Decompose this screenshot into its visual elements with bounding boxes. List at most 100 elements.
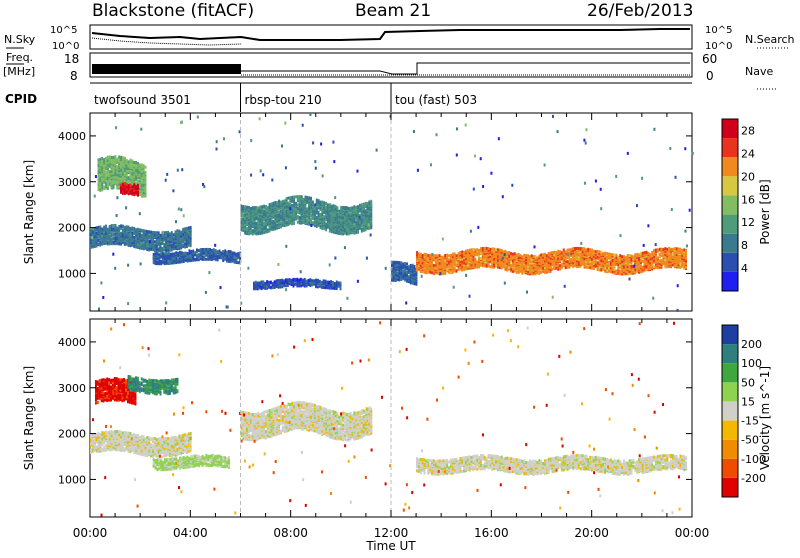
power-echo-cell bbox=[353, 224, 355, 227]
power-echo-cell bbox=[204, 255, 206, 258]
power-echo-cell bbox=[211, 249, 213, 252]
power-echo-cell bbox=[130, 184, 132, 187]
power-echo-cell bbox=[226, 251, 228, 254]
freq-label-top: Freq. bbox=[6, 51, 33, 64]
power-echo-cell bbox=[297, 203, 299, 206]
power-echo-cell bbox=[175, 251, 177, 254]
power-echo-cell bbox=[111, 224, 113, 227]
power-echo-cell bbox=[516, 253, 518, 256]
power-echo-cell bbox=[527, 254, 529, 257]
power-echo-cell bbox=[510, 264, 512, 267]
power-echo-cell bbox=[497, 248, 499, 251]
power-echo-cell bbox=[344, 206, 346, 209]
power-echo-cell bbox=[338, 210, 340, 213]
power-echo-cell bbox=[459, 251, 461, 254]
power-echo-cell bbox=[248, 206, 250, 209]
power-echo-cell bbox=[124, 173, 126, 176]
power-echo-cell bbox=[265, 218, 267, 221]
power-echo-cell bbox=[131, 159, 133, 162]
nave-tick-low: 0 bbox=[706, 69, 714, 83]
power-echo-cell bbox=[278, 210, 280, 213]
power-echo-cell bbox=[213, 248, 215, 251]
power-echo-cell bbox=[486, 263, 488, 266]
power-echo-cell bbox=[177, 229, 179, 232]
power-echo-cell bbox=[282, 200, 284, 203]
power-echo-cell bbox=[141, 163, 143, 166]
power-echo-cell bbox=[306, 219, 308, 222]
power-echo-cell bbox=[326, 281, 328, 284]
nsky-label: N.Sky bbox=[4, 33, 36, 46]
power-echo-cell bbox=[540, 271, 542, 274]
power-echo-cell bbox=[544, 253, 546, 256]
power-echo-cell bbox=[105, 171, 107, 174]
power-echo-cell bbox=[340, 206, 342, 209]
power-echo-cell bbox=[397, 272, 399, 275]
power-echo-cell bbox=[306, 196, 308, 199]
power-echo-cell bbox=[318, 211, 320, 214]
nsky-tick-low: 10^0 bbox=[52, 41, 79, 52]
power-echo-cell bbox=[299, 216, 301, 219]
power-echo-cell bbox=[237, 261, 239, 264]
power-echo-cell bbox=[452, 253, 454, 256]
power-echo-cell bbox=[299, 195, 301, 198]
power-echo-cell bbox=[359, 204, 361, 207]
nave-label: Nave bbox=[745, 65, 773, 78]
power-echo-cell bbox=[469, 249, 471, 252]
power-echo-cell bbox=[291, 204, 293, 207]
power-echo-cell bbox=[484, 263, 486, 266]
power-echo-cell bbox=[297, 215, 299, 218]
power-echo-cell bbox=[433, 264, 435, 267]
power-echo-cell bbox=[137, 184, 139, 187]
power-echo-cell bbox=[230, 250, 232, 253]
power-echo-cell bbox=[463, 251, 465, 254]
power-echo-cell bbox=[165, 231, 167, 234]
power-echo-cell bbox=[474, 258, 476, 261]
power-echo-cell bbox=[120, 156, 122, 159]
power-echo-cell bbox=[297, 221, 299, 224]
power-echo-cell bbox=[217, 254, 219, 257]
power-echo-cell bbox=[99, 158, 101, 161]
power-echo-cell bbox=[367, 202, 369, 205]
power-echo-cell bbox=[402, 270, 404, 273]
power-echo-cell bbox=[319, 280, 321, 283]
power-echo-cell bbox=[276, 214, 278, 217]
nsky-tick-high: 10^5 bbox=[50, 25, 77, 36]
power-echo-cell bbox=[286, 197, 288, 200]
power-echo-cell bbox=[107, 156, 109, 159]
power-echo-cell bbox=[420, 253, 422, 256]
power-echo-cell bbox=[141, 181, 143, 184]
power-echo-cell bbox=[263, 222, 265, 225]
power-echo-cell bbox=[435, 254, 437, 257]
power-echo-cell bbox=[518, 253, 520, 256]
power-echo-cell bbox=[116, 158, 118, 161]
power-echo-cell bbox=[200, 248, 202, 251]
power-echo-cell bbox=[153, 253, 155, 256]
power-echo-cell bbox=[160, 260, 162, 263]
power-echo-cell bbox=[288, 197, 290, 200]
power-echo-cell bbox=[488, 247, 490, 250]
power-echo-cell bbox=[98, 226, 100, 229]
power-echo-cell bbox=[312, 201, 314, 204]
power-echo-cell bbox=[276, 201, 278, 204]
power-echo-cell bbox=[105, 157, 107, 160]
power-echo-cell bbox=[172, 253, 174, 256]
power-echo-cell bbox=[264, 282, 266, 285]
power-echo-cell bbox=[325, 223, 327, 226]
power-echo-cell bbox=[361, 217, 363, 220]
power-echo-cell bbox=[333, 204, 335, 207]
power-echo-cell bbox=[168, 252, 170, 255]
power-echo-cell bbox=[217, 250, 219, 253]
cpid-mode-label: rbsp-tou 210 bbox=[245, 93, 322, 107]
power-echo-cell bbox=[237, 252, 239, 255]
power-echo-cell bbox=[431, 271, 433, 274]
power-echo-cell bbox=[321, 201, 323, 204]
power-echo-cell bbox=[525, 254, 527, 257]
power-echo-cell bbox=[179, 251, 181, 254]
power-echo-cell bbox=[250, 207, 252, 210]
power-echo-cell bbox=[287, 278, 289, 281]
power-echo-cell bbox=[162, 247, 164, 250]
power-echo-cell bbox=[420, 264, 422, 267]
power-echo-cell bbox=[171, 244, 173, 247]
power-echo-cell bbox=[270, 281, 272, 284]
